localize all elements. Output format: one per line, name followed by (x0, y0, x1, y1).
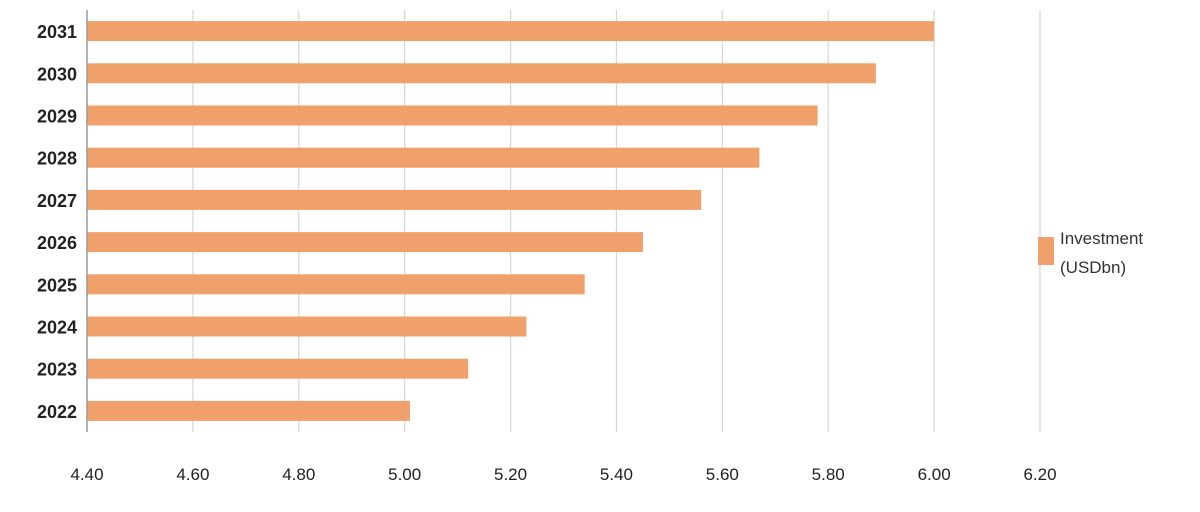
x-tick-label: 5.40 (600, 465, 633, 484)
bar-2023 (87, 358, 469, 379)
x-tick-labels: 4.40 4.60 4.80 5.00 5.20 5.40 5.60 5.80 6.00 6.20 (70, 465, 1056, 484)
legend-swatch (1038, 237, 1054, 265)
category-label: 2029 (37, 107, 77, 127)
bar-2028 (87, 147, 760, 168)
category-label: 2031 (37, 22, 77, 42)
category-labels: 2031 2030 2029 2028 2027 2026 2025 2024 2023 2022 (37, 22, 77, 422)
x-tick-label: 6.00 (918, 465, 951, 484)
x-tick-label: 4.80 (282, 465, 315, 484)
category-label: 2022 (37, 402, 77, 422)
bar-2030 (87, 63, 876, 84)
bar-2031 (87, 21, 935, 42)
bar-2022 (87, 400, 410, 421)
category-label: 2025 (37, 275, 77, 295)
x-tick-label: 4.40 (70, 465, 103, 484)
bar-2026 (87, 232, 643, 253)
legend-label: Investment (USDbn) (1060, 229, 1144, 277)
category-label: 2028 (37, 149, 77, 169)
x-tick-label: 5.60 (706, 465, 739, 484)
category-label: 2027 (37, 191, 77, 211)
category-label: 2026 (37, 233, 77, 253)
bar-2025 (87, 274, 585, 295)
bars (87, 21, 935, 421)
x-tick-label: 5.80 (812, 465, 845, 484)
legend: Investment (USDbn) (1038, 224, 1190, 282)
x-tick-label: 4.60 (176, 465, 209, 484)
category-label: 2023 (37, 360, 77, 380)
bar-2029 (87, 105, 818, 126)
bar-2024 (87, 316, 527, 337)
x-tick-label: 5.00 (388, 465, 421, 484)
x-tick-label: 6.20 (1023, 465, 1056, 484)
x-tick-label: 5.20 (494, 465, 527, 484)
bar-2027 (87, 189, 702, 210)
category-label: 2024 (37, 318, 77, 338)
category-label: 2030 (37, 64, 77, 84)
